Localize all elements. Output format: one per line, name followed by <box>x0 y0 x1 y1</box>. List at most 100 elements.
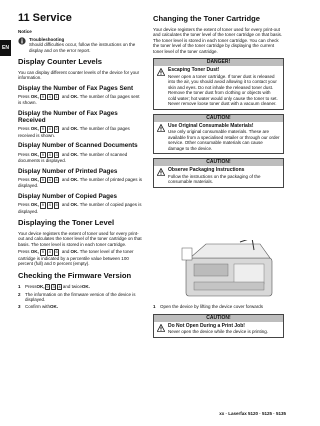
warning-text: Never open a toner cartridge. If toner d… <box>168 73 278 107</box>
key: 6 <box>53 249 60 256</box>
text: Press <box>18 93 30 99</box>
language-tab: EN <box>0 40 11 56</box>
text: The number of scanned documents is displ… <box>18 151 128 164</box>
warning-content: Observe Packaging Instructions Follow the… <box>168 168 280 185</box>
step: 2 The information on the firmware version… <box>18 292 142 303</box>
label: Notice <box>18 29 32 34</box>
bold-text: OK. <box>50 304 59 310</box>
bold-text: OK, <box>30 202 39 208</box>
bold-text: OK. <box>70 249 79 255</box>
text: and twice <box>62 283 82 289</box>
step-number: 3 <box>18 304 21 310</box>
warning-box: CAUTION! Observe Packaging Instructions Fo… <box>153 158 284 188</box>
icon <box>157 68 165 76</box>
warning-text: Follow the instructions on the packaging… <box>168 173 261 185</box>
step: 3 Confirm withOK. <box>18 304 142 310</box>
paragraph: PressOK, 9 4 3 andOK.The number of scanned d… <box>18 151 142 164</box>
bold-text: OK, <box>30 249 39 255</box>
text: Press <box>18 249 30 255</box>
paragraph: PressOK, 9 4 1 andOK.The number of fax pages… <box>18 93 142 106</box>
bold-text: OK. <box>70 151 79 157</box>
key: 4 <box>46 176 53 184</box>
key: 1 <box>53 93 60 101</box>
notice-title: Troubleshooting <box>29 36 65 42</box>
paragraph: PressOK, 9 4 4 andOK.The number of printed p… <box>18 176 143 189</box>
bold-text: OK, <box>30 126 39 132</box>
text: Press <box>18 151 30 157</box>
bold-text: OK. <box>70 126 79 132</box>
warning-level: CAUTION! <box>154 314 283 322</box>
warning-title: Observe Packaging Instructions <box>168 167 245 174</box>
right-column: Changing the Toner Cartridge Your device … <box>153 10 284 192</box>
paragraph: PressOK, 9 3 4 and twiceOK. <box>25 283 90 291</box>
subsection-heading: Display Number of Scanned Documents <box>18 142 138 150</box>
chapter-title: 11 Service <box>18 12 72 24</box>
key: 4 <box>46 249 53 256</box>
text: and <box>61 176 70 182</box>
warning-box: CAUTION! Do Not Open During a Print Job! N… <box>153 313 284 338</box>
warning-text: Never open the device while the device i… <box>168 329 269 334</box>
text: and <box>61 93 70 99</box>
warning-level: DANGER! <box>154 59 283 67</box>
section-heading: Display Counter Levels <box>18 57 102 66</box>
section-heading: Displaying the Toner Level <box>18 218 115 228</box>
key: 9 <box>39 93 46 101</box>
warning-title: Escaping Toner Dust! <box>168 67 220 74</box>
notice-box: Troubleshooting Should difficulties occur… <box>18 37 142 54</box>
notice-body: Troubleshooting Should difficulties occur… <box>29 37 142 54</box>
key: 9 <box>39 151 46 159</box>
text: Press <box>18 176 30 182</box>
bold-text: OK. <box>70 202 79 208</box>
text: The toner level of the toner cartridge i… <box>18 249 134 267</box>
key: 3 <box>53 151 60 159</box>
step: 1 Open the device by lifting the device c… <box>153 304 284 310</box>
subsection-heading: Display Number of Printed Pages <box>18 167 118 175</box>
warning-level: CAUTION! <box>154 159 283 167</box>
paragraph: The information on the firmware version … <box>25 291 136 303</box>
footer: xx · Laserfax 5120 · 5125 · 5135 <box>219 411 286 416</box>
warning-body: Do Not Open During a Print Job! Never ope… <box>154 322 283 337</box>
paragraph: You can display different counter levels… <box>18 69 140 81</box>
subsection-heading: Display the Number of Fax Pages Received <box>18 109 118 125</box>
paragraph: Confirm withOK. <box>25 304 58 310</box>
warning-box: CAUTION! Use Original Consumable Material… <box>153 113 284 155</box>
bold-text: OK. <box>70 176 79 182</box>
step-number: 2 <box>18 291 21 297</box>
warning-body: Observe Packaging Instructions Follow the… <box>154 166 283 187</box>
warning-level: CAUTION! <box>154 114 283 122</box>
icon <box>157 323 165 332</box>
key: 4 <box>56 283 63 291</box>
text: Press <box>18 202 30 208</box>
bold-text: OK, <box>30 176 39 182</box>
key: 9 <box>39 176 46 184</box>
warning-content: Use Original Consumable Materials! Use on… <box>168 123 280 152</box>
subsection-heading: Display the Number of Fax Pages Sent <box>18 84 134 92</box>
warning-body: Use Original Consumable Materials! Use on… <box>154 122 283 154</box>
bold-text: OK. <box>81 283 90 289</box>
step: 1 PressOK, 9 3 4 and twiceOK. <box>18 283 142 291</box>
bold-text: OK. <box>70 93 79 99</box>
icon <box>157 123 165 132</box>
icon <box>18 36 26 45</box>
step-number: 1 <box>153 304 156 309</box>
key: 3 <box>50 283 57 291</box>
step-number: 1 <box>18 283 21 289</box>
text: The number of printed pages is displayed… <box>18 176 143 189</box>
key: 4 <box>46 126 53 133</box>
icon <box>157 168 165 176</box>
bold-text: OK, <box>30 151 39 157</box>
text: Press <box>18 126 30 132</box>
device-figure <box>181 240 273 297</box>
paragraph: Your device registers the extent of tone… <box>153 26 283 54</box>
text: Confirm with <box>25 304 51 310</box>
text: The number of fax pages sent is shown. <box>18 93 140 106</box>
key: 9 <box>39 126 46 133</box>
text: Press <box>25 283 37 289</box>
paragraph: PressOK, 9 4 5 andOK.The number of copied pa… <box>18 202 142 214</box>
paragraph: PressOK, 9 4 2 andOK.The number of fax pages… <box>18 126 142 138</box>
key: 4 <box>46 151 53 159</box>
key: 4 <box>53 176 60 184</box>
